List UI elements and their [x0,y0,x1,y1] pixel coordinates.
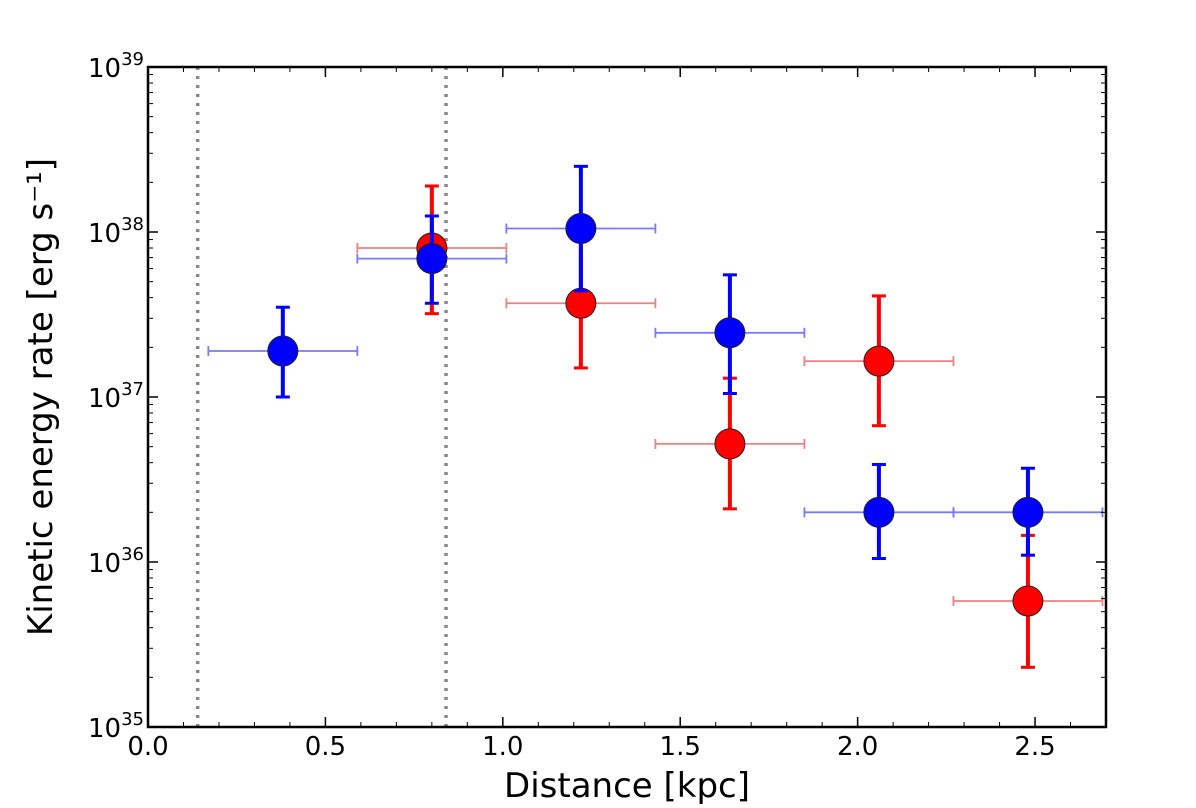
data-point [565,213,597,245]
data-point [1012,496,1044,528]
data-point [1012,585,1044,617]
y-tick-base: 10 [88,384,121,414]
y-tick-base: 10 [88,549,121,579]
y-tick-exponent: 38 [121,214,144,235]
ticks [147,66,1106,728]
y-tick-label-0: 1035 [88,709,144,744]
series-0 [356,184,1104,669]
x-tick-label-1: 0.5 [305,732,346,762]
y-tick-exponent: 37 [121,379,144,400]
x-tick-label-2: 1.0 [482,732,523,762]
y-tick-exponent: 39 [121,49,144,70]
y-tick-label-3: 1038 [88,214,144,249]
y-tick-label-4: 1039 [88,49,144,84]
data-series [207,164,1104,669]
x-tick-label-0: 0.0 [127,732,168,762]
axes [146,65,1108,729]
y-tick-exponent: 36 [121,544,144,565]
data-point [714,317,746,349]
y-tick-label-1: 1036 [88,544,144,579]
data-point [863,496,895,528]
x-axis-label: Distance [kpc] [504,766,750,806]
data-point [863,345,895,377]
reference-lines [195,67,448,727]
y-tick-label-2: 1037 [88,379,144,414]
series-1 [207,164,1104,561]
data-point [565,287,597,319]
x-tick-label-5: 2.5 [1014,732,1055,762]
y-tick-exponent: 35 [121,709,144,730]
x-tick-label-3: 1.5 [660,732,701,762]
y-axis-label: Kinetic energy rate [erg s⁻¹] [21,158,61,636]
data-point [416,243,448,275]
y-tick-base: 10 [88,219,121,249]
x-tick-label-4: 2.0 [837,732,878,762]
y-tick-base: 10 [88,54,121,84]
plot-frame [146,65,1108,729]
data-point [714,428,746,460]
y-tick-base: 10 [88,714,121,744]
data-point [267,335,299,367]
